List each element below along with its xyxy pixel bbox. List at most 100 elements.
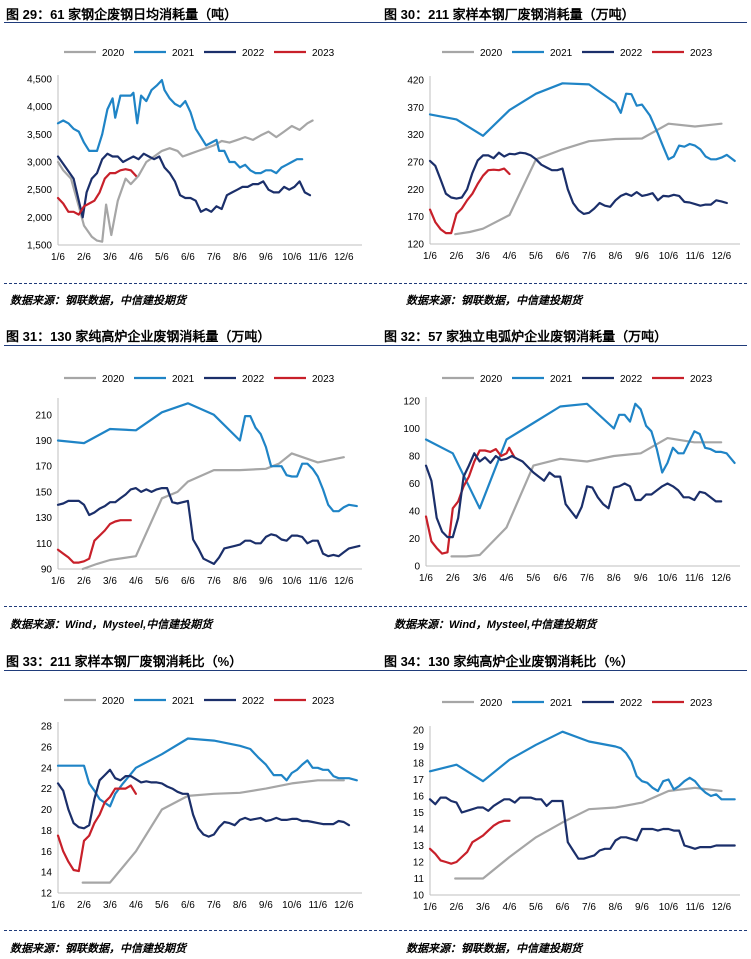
legend-label-2022: 2022 <box>620 374 643 385</box>
chart-29-source: 数据来源：钢联数据，中信建投期货 <box>10 295 186 307</box>
x-tick-label: 2/6 <box>446 573 460 584</box>
legend-item-2020: 2020 <box>64 696 125 707</box>
x-tick-label: 7/6 <box>207 900 221 911</box>
legend-item-2020: 2020 <box>64 48 125 59</box>
x-tick-label: 5/6 <box>155 900 169 911</box>
legend-label-2021: 2021 <box>550 48 573 59</box>
legend-item-2021: 2021 <box>134 48 195 59</box>
legend-label-2021: 2021 <box>172 48 195 59</box>
y-tick-label: 420 <box>407 76 424 87</box>
x-tick-label: 7/6 <box>582 902 596 913</box>
series-line-2021 <box>56 737 358 808</box>
x-tick-label: 6/6 <box>556 902 570 913</box>
y-tick-label: 3,000 <box>27 158 52 169</box>
series-line-2020 <box>450 437 723 558</box>
legend-item-2023: 2023 <box>652 698 713 709</box>
series-line-2022 <box>56 487 361 565</box>
x-tick-label: 12/6 <box>712 902 732 913</box>
y-tick-label: 28 <box>41 722 53 733</box>
chart-30-scrap-consumption-211-mills: 2020 2021 2022 2023 120 170 220 270 320 370 420 1/6… <box>407 48 740 262</box>
x-tick-label: 1/6 <box>419 573 433 584</box>
y-tick-label: 11 <box>414 874 425 885</box>
series-line-2021 <box>56 402 358 513</box>
y-tick-label: 60 <box>409 479 421 490</box>
x-tick-label: 11/6 <box>685 573 704 584</box>
legend-label-2023: 2023 <box>312 374 335 385</box>
y-tick-label: 13 <box>413 841 425 852</box>
legend-item-2022: 2022 <box>204 696 265 707</box>
y-tick-label: 2,000 <box>27 213 52 224</box>
series-line-2023 <box>56 784 137 873</box>
x-tick-label: 8/6 <box>233 900 247 911</box>
source-rule-bottom <box>4 930 747 931</box>
x-tick-label: 8/6 <box>233 252 247 263</box>
legend-item-2022: 2022 <box>204 48 265 59</box>
series-line-2023 <box>56 168 137 216</box>
x-tick-label: 11/6 <box>686 251 705 262</box>
y-tick-label: 370 <box>407 103 424 114</box>
series-line-2021 <box>56 79 304 175</box>
chart-32-title: 图 32：57 家独立电弧炉企业废钢消耗量（万吨） <box>384 329 668 344</box>
legend-label-2021: 2021 <box>172 374 195 385</box>
x-tick-label: 5/6 <box>529 251 543 262</box>
chart-30-title: 图 30：211 家样本钢厂废钢消耗量（万吨） <box>384 7 635 22</box>
y-tick-label: 16 <box>413 792 425 803</box>
y-tick-label: 20 <box>413 726 425 737</box>
y-tick-label: 220 <box>407 185 424 196</box>
y-tick-label: 18 <box>41 826 53 837</box>
x-tick-label: 1/6 <box>423 902 437 913</box>
x-tick-label: 5/6 <box>155 576 169 587</box>
legend-label-2020: 2020 <box>480 374 503 385</box>
legend-label-2020: 2020 <box>102 374 125 385</box>
chart-34-title: 图 34：130 家纯高炉企业废钢消耗比（%） <box>384 654 634 669</box>
legend-item-2023: 2023 <box>652 48 713 59</box>
series-line-2020 <box>454 786 723 880</box>
chart-34-scrap-ratio-bf: 2020 2021 2022 2023 10 11 12 13 14 15 16 17 18 19 20 1/… <box>413 698 740 913</box>
legend-label-2021: 2021 <box>550 374 573 385</box>
series-line-2023 <box>424 446 516 555</box>
source-rule-top <box>4 283 747 284</box>
chart-34-source: 数据来源：钢联数据，中信建投期货 <box>406 943 582 955</box>
title-rule-middle <box>4 345 747 346</box>
y-tick-label: 22 <box>41 784 53 795</box>
legend-item-2022: 2022 <box>582 698 643 709</box>
y-tick-label: 15 <box>413 808 425 819</box>
y-tick-label: 19 <box>413 742 425 753</box>
x-tick-label: 11/6 <box>308 252 327 263</box>
legend-label-2022: 2022 <box>620 48 643 59</box>
y-tick-label: 210 <box>35 410 52 421</box>
y-tick-label: 130 <box>35 513 52 524</box>
x-tick-label: 10/6 <box>282 576 302 587</box>
legend-item-2023: 2023 <box>274 374 335 385</box>
y-tick-label: 17 <box>413 775 425 786</box>
y-tick-label: 270 <box>407 158 424 169</box>
series-line-2020 <box>81 452 345 571</box>
x-tick-label: 12/6 <box>334 252 354 263</box>
y-tick-label: 110 <box>36 539 52 550</box>
legend-item-2022: 2022 <box>582 48 643 59</box>
series-line-2022 <box>56 768 351 838</box>
legend-label-2023: 2023 <box>690 374 713 385</box>
chart-31-scrap-consumption-bf: 2020 2021 2022 2023 90 110 130 150 170 190 210 1/6 2… <box>35 374 362 587</box>
y-tick-label: 80 <box>409 452 421 463</box>
legend-label-2023: 2023 <box>312 696 335 707</box>
x-tick-label: 9/6 <box>635 251 649 262</box>
x-tick-label: 4/6 <box>503 251 517 262</box>
x-tick-label: 8/6 <box>233 576 247 587</box>
x-tick-label: 9/6 <box>259 900 273 911</box>
x-tick-label: 10/6 <box>659 251 679 262</box>
series-line-2022 <box>56 152 312 219</box>
chart-32-source: 数据来源：Wind，Mysteel,中信建投期货 <box>394 619 597 631</box>
x-tick-label: 11/6 <box>308 900 327 911</box>
x-tick-label: 3/6 <box>103 576 117 587</box>
title-rule-top <box>4 22 747 23</box>
y-tick-label: 18 <box>413 759 425 770</box>
series-line-2022 <box>428 796 736 860</box>
x-tick-label: 5/6 <box>155 252 169 263</box>
legend-label-2022: 2022 <box>242 696 265 707</box>
y-tick-label: 120 <box>403 397 420 408</box>
x-tick-label: 4/6 <box>503 902 517 913</box>
x-tick-label: 6/6 <box>181 252 195 263</box>
x-tick-label: 3/6 <box>476 902 490 913</box>
